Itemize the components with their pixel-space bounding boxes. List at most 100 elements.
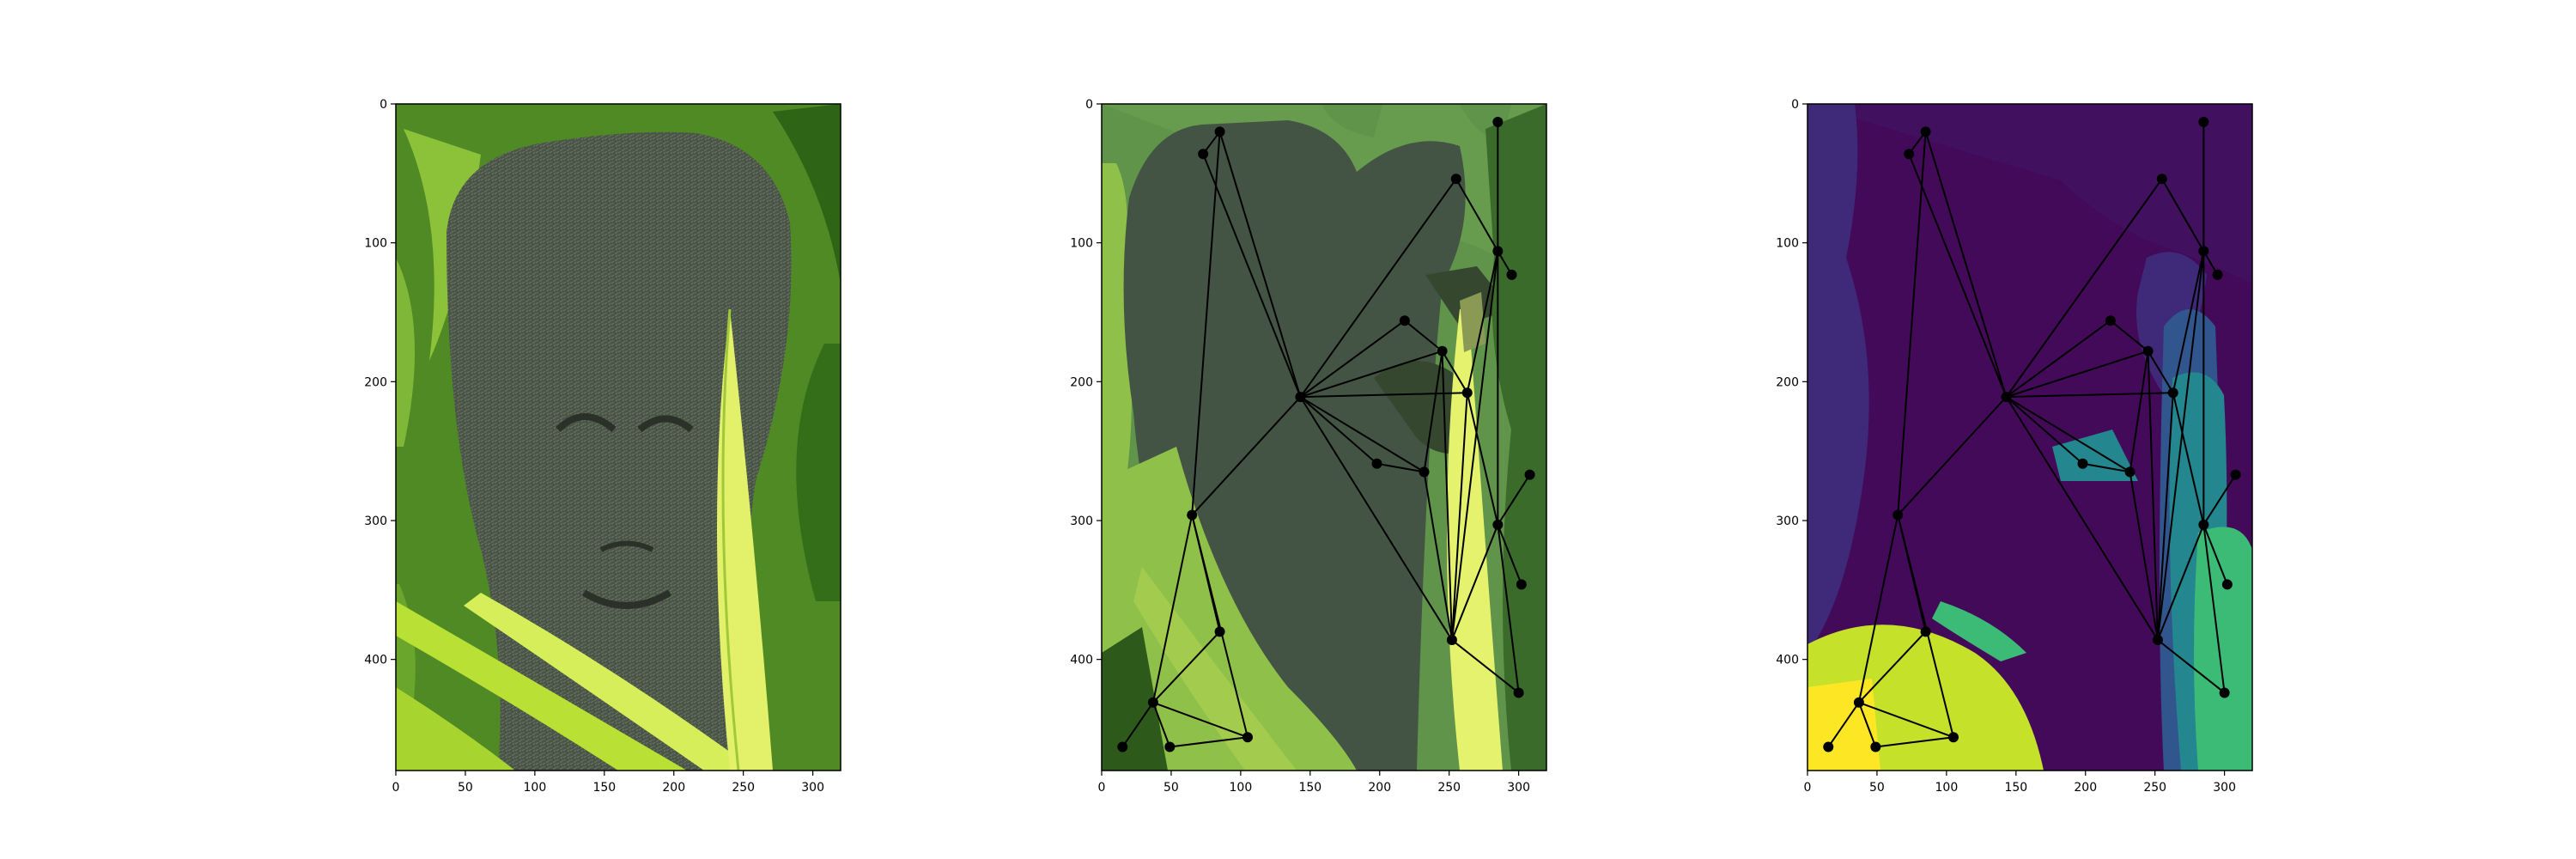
graph-edge bbox=[1170, 736, 1249, 748]
y-tick-label: 300 bbox=[1070, 515, 1093, 528]
photo-image bbox=[396, 104, 841, 771]
graph-edge bbox=[1466, 251, 1499, 393]
graph-node bbox=[1853, 697, 1864, 708]
x-tick-label: 150 bbox=[592, 781, 616, 795]
graph-node bbox=[1214, 126, 1225, 137]
graph-edge bbox=[2005, 396, 2159, 641]
segmentation-color-axes-frame bbox=[1101, 103, 1547, 771]
graph-node bbox=[1904, 149, 1915, 160]
graph-node bbox=[2212, 269, 2223, 280]
graph-node bbox=[1446, 635, 1457, 646]
graph-node bbox=[1198, 149, 1209, 160]
y-tick-label: 0 bbox=[1791, 98, 1799, 112]
graph-node bbox=[1893, 509, 1904, 521]
x-tick-label: 100 bbox=[1230, 781, 1253, 795]
graph-edge bbox=[1299, 178, 1457, 398]
graph-edge bbox=[2005, 178, 2163, 398]
graph-node bbox=[2230, 469, 2241, 480]
graph-node bbox=[1524, 469, 1535, 480]
y-tick-label: 0 bbox=[380, 98, 387, 112]
x-tick-label: 300 bbox=[801, 781, 824, 795]
graph-node bbox=[1214, 626, 1225, 637]
graph-node bbox=[1506, 269, 1517, 280]
graph-edge bbox=[1299, 396, 1425, 473]
x-tick-label: 200 bbox=[1368, 781, 1391, 795]
graph-edge bbox=[1450, 524, 1499, 641]
segmentation-label-axes-frame bbox=[1807, 103, 2253, 771]
graph-edge bbox=[1299, 396, 1453, 641]
segmentation-label-image bbox=[1807, 104, 2252, 771]
y-tick-label: 100 bbox=[364, 237, 387, 251]
y-tick-label: 200 bbox=[1776, 375, 1799, 389]
graph-edge bbox=[1924, 131, 2008, 398]
graph-edge bbox=[2129, 350, 2149, 472]
y-tick-label: 100 bbox=[1070, 237, 1093, 251]
graph-edge bbox=[2172, 251, 2205, 393]
graph-edge bbox=[1299, 396, 1378, 465]
photo-panel: 0 50 100 150 200 250 300 0 100 200 300 400 bbox=[364, 98, 841, 795]
x-tick-label: 250 bbox=[732, 781, 755, 795]
graph-edge bbox=[1897, 396, 2008, 516]
graph-node bbox=[2198, 519, 2209, 530]
segmentation-color-graph bbox=[1117, 117, 1535, 752]
graph-node bbox=[2167, 387, 2178, 399]
graph-edge bbox=[1151, 515, 1194, 703]
graph-edge bbox=[1202, 153, 1302, 398]
x-tick-label: 200 bbox=[662, 781, 685, 795]
graph-edge bbox=[1191, 515, 1249, 738]
graph-edge bbox=[1897, 515, 1954, 738]
graph-node bbox=[1492, 117, 1504, 128]
graph-edge bbox=[1152, 631, 1221, 704]
graph-edge bbox=[2005, 396, 2131, 473]
graph-node bbox=[2156, 174, 2167, 185]
graph-edge bbox=[1151, 702, 1171, 747]
y-tick-label: 0 bbox=[1085, 98, 1093, 112]
x-tick-label: 300 bbox=[1507, 781, 1530, 795]
graph-node bbox=[2198, 246, 2209, 257]
graph-edge bbox=[1300, 392, 1467, 399]
graph-edge bbox=[1857, 515, 1899, 703]
graph-edge bbox=[1908, 153, 2008, 398]
graph-edge bbox=[2082, 462, 2130, 473]
segmentation-label-panel: 0 50 100 150 200 250 300 0 100 200 300 400 bbox=[1776, 98, 2253, 795]
graph-edge bbox=[1423, 350, 1443, 472]
graph-node bbox=[1187, 509, 1198, 521]
graph-edge bbox=[2147, 350, 2159, 641]
graph-edge bbox=[2005, 320, 2111, 398]
graph-edge bbox=[2156, 251, 2205, 641]
graph-edge bbox=[1423, 472, 1453, 641]
x-tick-label: 250 bbox=[2143, 781, 2166, 795]
y-tick-label: 400 bbox=[1070, 654, 1093, 667]
graph-node bbox=[1823, 741, 1834, 752]
y-tick-label: 200 bbox=[1070, 375, 1093, 389]
x-tick-label: 50 bbox=[458, 781, 473, 795]
graph-edge bbox=[2006, 350, 2148, 399]
segmentation-color-image bbox=[1102, 104, 1546, 771]
y-tick-label: 300 bbox=[1776, 515, 1799, 528]
graph-edge bbox=[1441, 350, 1468, 393]
photo-x-ticks: 0 50 100 150 200 250 300 bbox=[392, 771, 824, 795]
graph-node bbox=[2105, 315, 2116, 326]
graph-edge bbox=[1152, 701, 1249, 739]
graph-edge bbox=[2110, 320, 2149, 352]
graph-edge bbox=[1218, 131, 1302, 398]
x-tick-label: 100 bbox=[524, 781, 547, 795]
x-tick-label: 50 bbox=[1869, 781, 1885, 795]
graph-node bbox=[1461, 387, 1473, 399]
segmentation-label-x-ticks: 0 50 100 150 200 250 300 bbox=[1804, 771, 2236, 795]
graph-node bbox=[1399, 315, 1410, 326]
graph-node bbox=[1371, 458, 1382, 469]
x-tick-label: 50 bbox=[1163, 781, 1179, 795]
segmentation-label-graph bbox=[1823, 117, 2241, 752]
graph-edge bbox=[1858, 631, 1927, 704]
graph-edge bbox=[2156, 524, 2205, 641]
graph-node bbox=[2198, 117, 2209, 128]
graph-node bbox=[2124, 466, 2136, 478]
graph-edge bbox=[1897, 131, 1927, 515]
graph-edge bbox=[2156, 393, 2174, 641]
graph-node bbox=[1419, 466, 1430, 478]
graph-node bbox=[1117, 741, 1128, 752]
x-tick-label: 300 bbox=[2213, 781, 2236, 795]
y-tick-label: 200 bbox=[364, 375, 387, 389]
graph-edge bbox=[1121, 702, 1154, 748]
